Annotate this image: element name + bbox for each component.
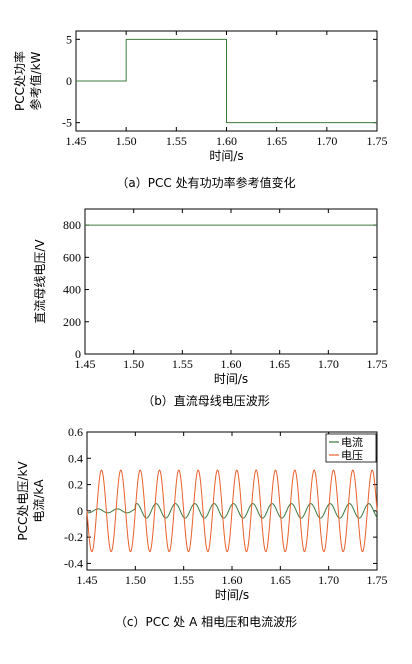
- y-tick-label: 5: [66, 32, 72, 46]
- y-axis-label: 参考值/kW: [28, 51, 43, 110]
- y-tick-label: 200: [63, 315, 81, 329]
- x-axis-label: 时间/s: [215, 588, 249, 602]
- x-tick-label: 1.50: [125, 573, 146, 587]
- x-tick-label: 1.75: [367, 134, 388, 148]
- y-tick-label: 400: [63, 283, 81, 297]
- y-tick-label: -5: [62, 116, 72, 130]
- y-tick-label: 600: [63, 250, 81, 264]
- x-tick-label: 1.75: [367, 573, 388, 587]
- y-tick-label: 0.2: [68, 478, 83, 492]
- x-tick-label: 1.65: [270, 573, 291, 587]
- x-tick-label: 1.55: [173, 573, 194, 587]
- x-tick-label: 1.65: [266, 134, 287, 148]
- chart-panel-b: 1.45 1.50 1.55 1.60 1.65 1.70 1.75 800 600 400 200…: [33, 208, 388, 408]
- y-axis-label: PCC处功率: [12, 51, 27, 111]
- x-tick-label: 1.55: [172, 357, 193, 371]
- x-axis-label: 时间/s: [209, 149, 243, 163]
- x-tick-label: 1.60: [222, 573, 243, 587]
- plot-frame: [84, 208, 378, 355]
- y-tick-label: 800: [63, 218, 81, 232]
- y-tick-label: 0: [66, 74, 72, 88]
- y-tick-label: 0: [77, 504, 83, 518]
- x-tick-label: 1.70: [318, 573, 339, 587]
- y-axis-label: 电流/kA: [32, 479, 46, 523]
- y-axis-label: PCC处电压/kV: [16, 461, 30, 541]
- y-tick-label: 0.4: [68, 451, 83, 465]
- x-tick-label: 1.55: [166, 134, 187, 148]
- x-tick-label: 1.65: [269, 357, 290, 371]
- x-tick-label: 1.60: [216, 134, 237, 148]
- x-tick-label: 1.75: [367, 357, 388, 371]
- legend-entry: 电流: [341, 435, 363, 449]
- panel-caption: （a）PCC 处有功功率参考值变化: [116, 175, 295, 190]
- legend-box: [325, 433, 377, 463]
- x-tick-label: 1.45: [66, 134, 87, 148]
- chart-panel-a: 1.45 1.50 1.55 1.60 1.65 1.70 1.75 5 0 -5 时间/s PCC处…: [12, 30, 388, 190]
- x-tick-label: 1.45: [77, 573, 98, 587]
- panel-caption: （c）PCC 处 A 相电压和电流波形: [115, 615, 297, 629]
- x-tick-label: 1.50: [116, 134, 137, 148]
- x-tick-label: 1.70: [318, 357, 339, 371]
- x-tick-label: 1.50: [123, 357, 144, 371]
- panel-caption: （b）直流母线电压波形: [142, 394, 270, 408]
- legend-entry: 电压: [341, 449, 363, 462]
- y-tick-label: -0.4: [64, 556, 83, 570]
- y-axis-label: 直流母线电压/V: [33, 239, 47, 324]
- y-tick-label: -0.2: [64, 530, 83, 544]
- x-tick-label: 1.60: [221, 357, 242, 371]
- x-tick-label: 1.45: [75, 357, 96, 371]
- chart-panel-c: 1.45 1.50 1.55 1.60 1.65 1.70 1.75 0.6 0.4 0.2 0 -0…: [16, 425, 388, 629]
- x-tick-label: 1.70: [316, 134, 337, 148]
- y-tick-label: 0.6: [68, 425, 83, 439]
- y-tick-label: 0: [75, 347, 81, 361]
- series-line-1: [76, 38, 377, 124]
- series-line-2: [86, 469, 378, 553]
- x-axis-label: 时间/s: [214, 372, 248, 386]
